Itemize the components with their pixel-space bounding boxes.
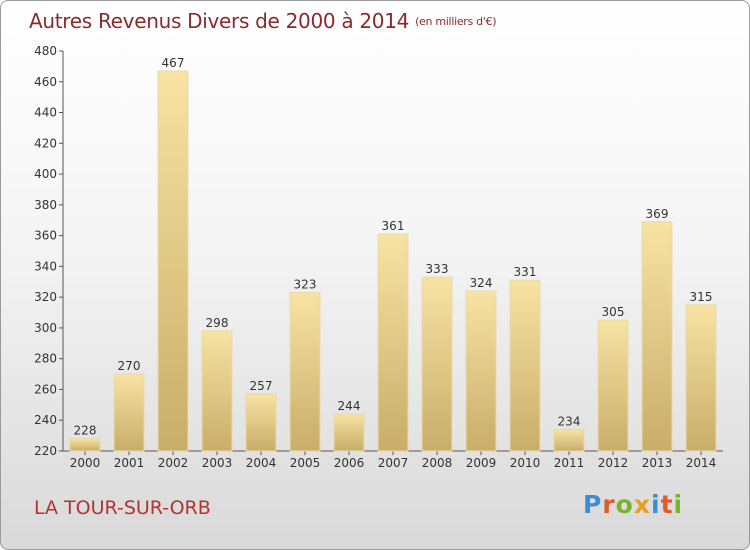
bar — [597, 319, 629, 452]
logo-letter: r — [602, 490, 616, 519]
bar — [421, 276, 453, 452]
bar-value-label: 369 — [646, 207, 669, 221]
bar — [685, 304, 717, 452]
chart-title: Autres Revenus Divers de 2000 à 2014 (en … — [29, 9, 497, 33]
city-name: LA TOUR-SUR-ORB — [34, 497, 211, 519]
y-tick-label: 460 — [34, 75, 57, 89]
bar — [69, 438, 101, 452]
x-tick-label: 2003 — [202, 456, 233, 470]
bar — [641, 221, 673, 452]
bar — [289, 292, 321, 452]
x-tick-label: 2006 — [334, 456, 365, 470]
bar-value-label: 234 — [558, 414, 581, 428]
x-tick-label: 2011 — [554, 456, 585, 470]
bar — [377, 233, 409, 452]
y-tick-label: 380 — [34, 198, 57, 212]
logo-letter: t — [660, 490, 674, 519]
y-tick-label: 320 — [34, 290, 57, 304]
bar-value-label: 257 — [250, 379, 273, 393]
y-tick-label: 400 — [34, 167, 57, 181]
bar — [157, 70, 189, 452]
x-tick-label: 2005 — [290, 456, 321, 470]
logo-letter: x — [633, 490, 651, 519]
chart-data-labels: 228 270 467 298 257 323 244 361 333 324 331 234 305 3… — [74, 56, 713, 438]
bar — [465, 290, 497, 452]
logo-letter: P — [583, 490, 603, 519]
bar-value-label: 244 — [338, 399, 361, 413]
x-tick-label: 2001 — [114, 456, 145, 470]
proxiti-logo[interactable]: Proxiti — [583, 490, 683, 519]
bar — [201, 330, 233, 452]
bar — [553, 428, 585, 452]
x-tick-label: 2013 — [642, 456, 673, 470]
bar-value-label: 331 — [514, 265, 537, 279]
bar-value-label: 323 — [294, 278, 317, 292]
y-tick-label: 260 — [34, 382, 57, 396]
bar-value-label: 298 — [206, 316, 229, 330]
bar — [245, 393, 277, 452]
bar-value-label: 324 — [470, 276, 493, 290]
y-tick-label: 240 — [34, 413, 57, 427]
bar-value-label: 467 — [162, 56, 185, 70]
title-unit: (en milliers d'€) — [415, 15, 497, 28]
chart-axes: 220 240 260 280 300 320 340 360 380 400 420 440 460 4… — [34, 44, 723, 470]
bar-value-label: 361 — [382, 219, 405, 233]
bar-value-label: 270 — [118, 359, 141, 373]
x-tick-label: 2008 — [422, 456, 453, 470]
bar — [509, 279, 541, 452]
x-tick-label: 2012 — [598, 456, 629, 470]
x-tick-label: 2014 — [686, 456, 717, 470]
y-tick-label: 340 — [34, 259, 57, 273]
bar-value-label: 315 — [690, 290, 713, 304]
y-tick-label: 360 — [34, 229, 57, 243]
logo-letter: i — [651, 490, 661, 519]
x-tick-label: 2004 — [246, 456, 277, 470]
logo-letter: o — [615, 490, 634, 519]
logo-letter: i — [673, 490, 684, 519]
y-tick-label: 280 — [34, 352, 57, 366]
x-tick-label: 2007 — [378, 456, 409, 470]
x-tick-label: 2002 — [158, 456, 189, 470]
y-tick-label: 420 — [34, 136, 57, 150]
y-tick-label: 300 — [34, 321, 57, 335]
bar — [113, 373, 145, 452]
y-tick-label: 480 — [34, 44, 57, 58]
bar-value-label: 228 — [74, 424, 97, 438]
bar-value-label: 333 — [426, 262, 449, 276]
x-tick-label: 2010 — [510, 456, 541, 470]
bar — [333, 413, 365, 452]
y-tick-label: 220 — [34, 444, 57, 458]
x-tick-label: 2009 — [466, 456, 497, 470]
title-text: Autres Revenus Divers de 2000 à 2014 — [29, 9, 410, 33]
y-tick-label: 440 — [34, 106, 57, 120]
x-tick-label: 2000 — [70, 456, 101, 470]
bar-value-label: 305 — [602, 305, 625, 319]
chart-bars — [69, 70, 717, 452]
